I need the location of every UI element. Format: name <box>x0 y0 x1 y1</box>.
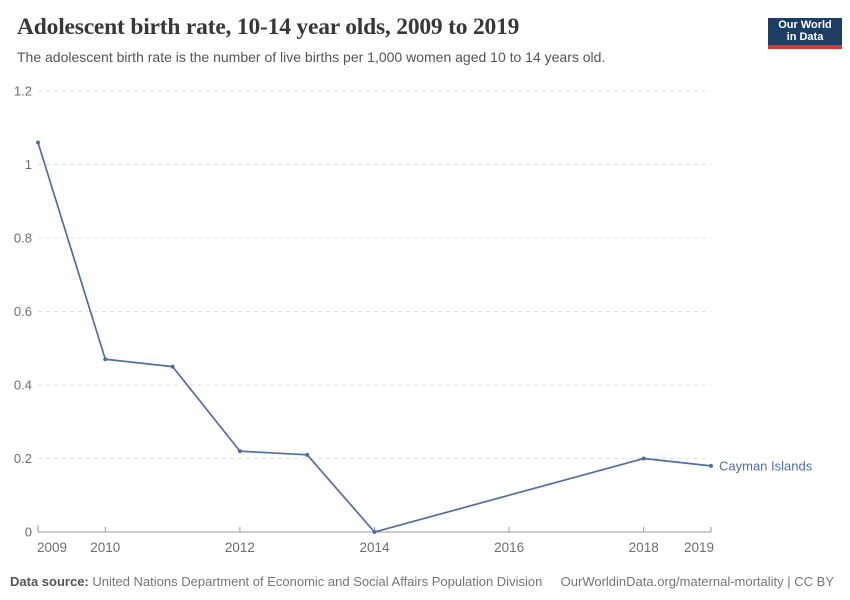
x-tick-label: 2010 <box>90 540 120 555</box>
chart-title: Adolescent birth rate, 10-14 year olds, … <box>17 14 520 40</box>
owid-logo-accent-bar <box>768 45 842 49</box>
y-tick-label: 0.2 <box>14 451 32 466</box>
owid-logo-line1: Our World <box>778 19 832 31</box>
data-point[interactable] <box>709 463 713 468</box>
y-tick-label: 1 <box>25 157 32 172</box>
series-entity-label[interactable]: Cayman Islands <box>719 458 813 473</box>
data-source: Data source: United Nations Department o… <box>10 574 542 589</box>
y-tick-label: 1.2 <box>14 84 32 99</box>
y-tick-label: 0.4 <box>14 378 32 393</box>
y-tick-label: 0.8 <box>14 231 32 246</box>
data-point[interactable] <box>372 530 377 534</box>
data-point[interactable] <box>170 364 175 369</box>
data-point[interactable] <box>103 357 108 362</box>
chart-footer: Data source: United Nations Department o… <box>10 574 834 589</box>
x-tick-label: 2019 <box>684 540 714 555</box>
data-point[interactable] <box>36 140 40 145</box>
data-source-label: Data source: <box>10 574 89 589</box>
chart-subtitle: The adolescent birth rate is the number … <box>17 49 606 66</box>
y-tick-label: 0.6 <box>14 304 32 319</box>
data-point[interactable] <box>305 452 310 457</box>
x-tick-label: 2018 <box>629 540 659 555</box>
data-point[interactable] <box>641 456 646 461</box>
x-tick-label: 2014 <box>359 540 390 555</box>
data-point[interactable] <box>237 449 242 454</box>
credit-link[interactable]: OurWorldinData.org/maternal-mortality | … <box>560 574 834 589</box>
x-tick-label: 2016 <box>494 540 524 555</box>
y-tick-label: 0 <box>25 525 32 540</box>
series-line[interactable] <box>37 142 712 533</box>
data-source-text: United Nations Department of Economic an… <box>88 574 543 589</box>
chart-header: Adolescent birth rate, 10-14 year olds, … <box>17 13 747 65</box>
x-tick-label: 2012 <box>225 540 255 555</box>
owid-logo-line2: in Data <box>786 30 824 43</box>
owid-logo[interactable]: Our World in Data <box>768 18 842 49</box>
x-tick-label: 2009 <box>37 540 67 555</box>
